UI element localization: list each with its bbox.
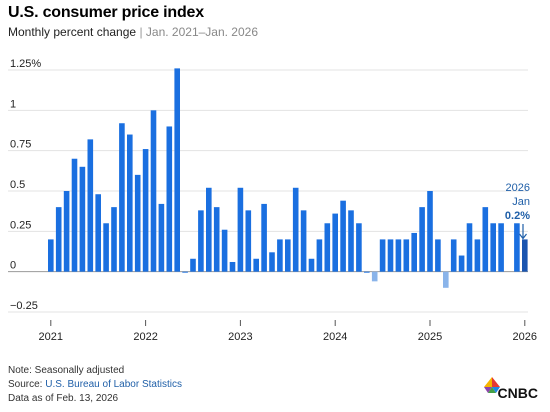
bar-2025-01 <box>427 191 433 272</box>
bar-2022-01 <box>142 149 149 272</box>
chart-title: U.S. consumer price index <box>8 4 204 21</box>
bar-2021-01 <box>48 239 54 272</box>
latest-annotation: 2026 Jan 0.2% <box>505 182 530 240</box>
x-axis: 2021 2022 2023 2024 2025 2026 <box>39 320 537 343</box>
bar-2022-03 <box>158 203 165 272</box>
bar-2024-10 <box>403 239 410 272</box>
bar-2022-11 <box>221 229 228 272</box>
bar-2021-09 <box>111 207 117 272</box>
bar-2021-02 <box>55 207 62 272</box>
bar-2023-09 <box>300 210 307 272</box>
bar-2025-07 <box>474 239 481 272</box>
bar-2023-07 <box>285 239 291 272</box>
bar-2025-09 <box>490 223 496 272</box>
bar-2023-08 <box>292 187 299 272</box>
bar-2021-08 <box>103 223 109 272</box>
y-tick-label: 1.25% <box>10 58 41 70</box>
y-axis: −0.25 0 0.25 0.5 0.75 1 1.25% <box>10 58 41 312</box>
bar-2025-05 <box>458 255 465 272</box>
subtitle-range: Jan. 2021–Jan. 2026 <box>145 25 259 39</box>
bar-2024-01 <box>332 213 338 272</box>
x-tick-label: 2023 <box>228 331 252 343</box>
bar-2024-11 <box>411 232 417 272</box>
bar-2024-12 <box>419 207 425 272</box>
bar-2024-08 <box>387 239 394 272</box>
bar-2023-11 <box>316 239 323 272</box>
bar-2024-07 <box>379 239 386 272</box>
grid-lines <box>8 69 528 313</box>
bar-2025-02 <box>435 239 441 272</box>
data-date: Data as of Feb. 13, 2026 <box>8 393 119 404</box>
y-tick-label: 0 <box>10 260 16 272</box>
bar-2024-02 <box>340 200 346 272</box>
bar-2021-05 <box>79 166 86 272</box>
bar-2022-12 <box>229 261 236 272</box>
source-line: Source: U.S. Bureau of Labor Statistics <box>8 379 182 390</box>
bar-2023-12 <box>324 223 331 272</box>
footnote: Note: Seasonally adjusted <box>8 365 125 376</box>
y-tick-label: 0.25 <box>10 219 31 231</box>
y-tick-label: 1 <box>10 98 16 110</box>
bar-2021-07 <box>95 194 101 272</box>
bar-2024-09 <box>395 239 402 272</box>
bar-2024-06 <box>371 271 378 282</box>
x-tick-label: 2022 <box>133 331 157 343</box>
bar-2022-04 <box>166 126 173 272</box>
bar-2024-04 <box>356 223 362 272</box>
bar-2021-11 <box>127 134 133 272</box>
subtitle-main: Monthly percent change <box>8 25 137 39</box>
bar-2023-06 <box>277 239 283 272</box>
bar-2025-10 <box>498 223 504 272</box>
bars <box>48 68 528 288</box>
bar-2023-10 <box>308 258 315 272</box>
y-tick-label: 0.5 <box>10 179 25 191</box>
bar-2022-07 <box>190 258 196 272</box>
x-tick-label: 2025 <box>418 331 442 343</box>
bar-2023-03 <box>253 258 259 272</box>
annotation-value: 0.2% <box>505 210 530 222</box>
y-tick-label: −0.25 <box>10 300 38 312</box>
cnbc-logo: CNBC <box>482 376 540 407</box>
bar-2022-09 <box>206 187 212 272</box>
x-tick-label: 2024 <box>323 331 347 343</box>
bar-2025-06 <box>466 223 473 272</box>
bar-2023-02 <box>245 210 252 272</box>
bar-2025-08 <box>482 207 489 272</box>
bar-2022-02 <box>150 110 157 272</box>
bar-2021-03 <box>63 191 70 272</box>
bar-2025-12 <box>514 223 520 272</box>
source-link[interactable]: U.S. Bureau of Labor Statistics <box>45 379 182 390</box>
logo-text: CNBC <box>498 385 538 401</box>
bar-2022-05 <box>174 68 180 272</box>
bar-2021-10 <box>119 123 125 272</box>
bar-2023-04 <box>261 203 267 272</box>
bar-2023-05 <box>269 252 275 272</box>
bar-2023-01 <box>237 187 244 272</box>
annotation-year: 2026 <box>506 182 530 194</box>
bar-2022-10 <box>213 207 220 272</box>
source-prefix: Source: <box>8 379 46 390</box>
bar-2022-06 <box>182 271 188 273</box>
bar-2025-04 <box>450 239 457 272</box>
bar-2026-01 <box>522 239 528 272</box>
bar-2025-03 <box>443 271 449 288</box>
bar-2021-06 <box>87 139 94 272</box>
annotation-arrow <box>519 224 527 240</box>
chart-subtitle: Monthly percent change | Jan. 2021–Jan. … <box>8 25 258 39</box>
bar-2024-05 <box>364 271 370 273</box>
bar-2022-08 <box>198 210 204 272</box>
annotation-month: Jan <box>512 196 530 208</box>
x-tick-label: 2026 <box>513 331 537 343</box>
subtitle-separator: | <box>139 25 143 39</box>
bar-2024-03 <box>348 210 354 272</box>
y-tick-label: 0.75 <box>10 139 31 151</box>
bar-2021-04 <box>71 158 78 272</box>
bar-2021-12 <box>134 174 141 272</box>
x-tick-label: 2021 <box>39 331 63 343</box>
